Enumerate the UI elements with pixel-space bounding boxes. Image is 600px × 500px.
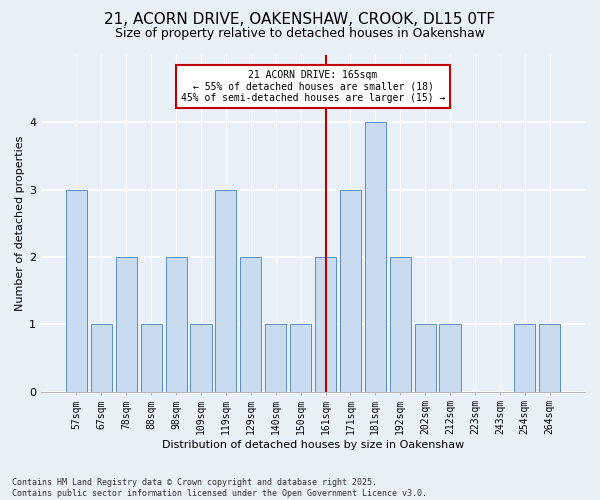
Bar bbox=[116, 257, 137, 392]
Text: Contains HM Land Registry data © Crown copyright and database right 2025.
Contai: Contains HM Land Registry data © Crown c… bbox=[12, 478, 427, 498]
Bar bbox=[539, 324, 560, 392]
Bar bbox=[315, 257, 336, 392]
Bar bbox=[415, 324, 436, 392]
Bar bbox=[215, 190, 236, 392]
X-axis label: Distribution of detached houses by size in Oakenshaw: Distribution of detached houses by size … bbox=[162, 440, 464, 450]
Bar bbox=[91, 324, 112, 392]
Bar bbox=[340, 190, 361, 392]
Bar bbox=[140, 324, 162, 392]
Bar bbox=[514, 324, 535, 392]
Bar bbox=[389, 257, 411, 392]
Bar bbox=[190, 324, 212, 392]
Text: 21 ACORN DRIVE: 165sqm
← 55% of detached houses are smaller (18)
45% of semi-det: 21 ACORN DRIVE: 165sqm ← 55% of detached… bbox=[181, 70, 445, 103]
Bar bbox=[66, 190, 87, 392]
Text: Size of property relative to detached houses in Oakenshaw: Size of property relative to detached ho… bbox=[115, 28, 485, 40]
Y-axis label: Number of detached properties: Number of detached properties bbox=[15, 136, 25, 311]
Bar bbox=[166, 257, 187, 392]
Bar bbox=[365, 122, 386, 392]
Bar bbox=[265, 324, 286, 392]
Bar bbox=[240, 257, 262, 392]
Bar bbox=[439, 324, 461, 392]
Bar bbox=[290, 324, 311, 392]
Text: 21, ACORN DRIVE, OAKENSHAW, CROOK, DL15 0TF: 21, ACORN DRIVE, OAKENSHAW, CROOK, DL15 … bbox=[104, 12, 496, 28]
